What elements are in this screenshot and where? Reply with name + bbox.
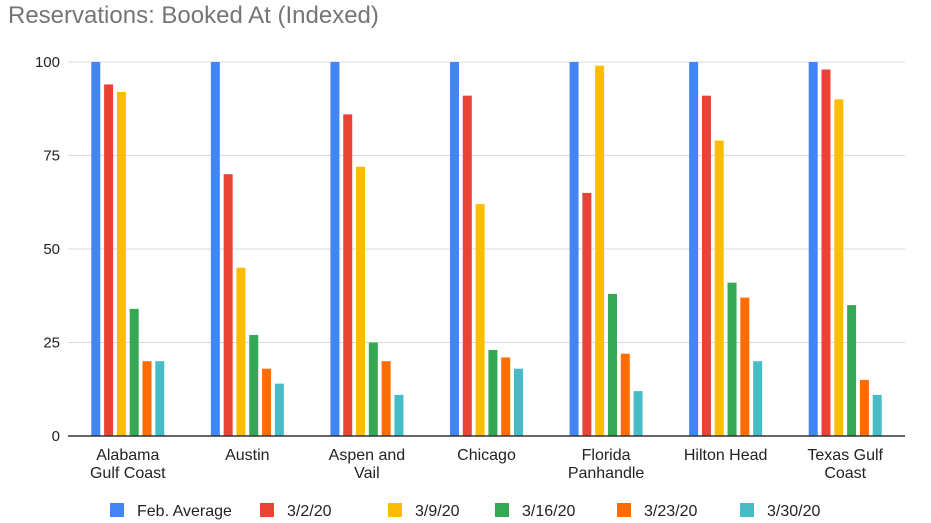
legend-swatch	[388, 503, 402, 517]
bar	[872, 394, 882, 436]
legend-swatch	[617, 503, 631, 517]
y-tick-label: 75	[43, 148, 60, 165]
chart-title: Reservations: Booked At (Indexed)	[8, 2, 379, 29]
bar	[356, 166, 366, 436]
bar	[727, 282, 737, 436]
category-label: Alabama Gulf Coast	[90, 447, 166, 482]
category-label: Florida Panhandle	[568, 447, 645, 482]
bar	[343, 114, 353, 437]
y-tick-label: 100	[35, 54, 60, 71]
bar	[633, 391, 643, 436]
bar	[847, 305, 857, 436]
bar	[753, 361, 763, 436]
bar	[104, 84, 114, 436]
legend-item: 3/9/20	[388, 503, 460, 520]
bar	[689, 62, 699, 436]
y-tick-label: 25	[43, 335, 60, 352]
gridlines	[68, 61, 905, 343]
bar	[381, 361, 391, 436]
bar	[91, 62, 101, 436]
legend-swatch	[495, 503, 509, 517]
bar	[330, 62, 340, 436]
y-tick-label: 50	[43, 241, 60, 258]
bar	[488, 349, 498, 436]
legend-item: 3/2/20	[260, 503, 332, 520]
bar	[129, 308, 139, 436]
bar	[368, 342, 378, 436]
bar	[462, 95, 472, 436]
bars	[91, 62, 882, 437]
bar	[714, 140, 724, 437]
bar	[821, 69, 831, 436]
bar	[808, 62, 818, 436]
category-label: Hilton Head	[684, 447, 768, 464]
legend: Feb. Average 3/2/20 3/9/20 3/16/20 3/23/20 3/…	[110, 503, 820, 520]
y-axis-ticks: 0 25 50 75 100	[35, 54, 60, 445]
bar	[394, 394, 404, 436]
bar	[701, 95, 711, 436]
legend-swatch	[740, 503, 754, 517]
bar	[607, 293, 617, 436]
bar	[262, 368, 272, 436]
category-labels: Alabama Gulf Coast Austin Aspen and Vail Chic…	[90, 447, 884, 482]
legend-item: 3/23/20	[617, 503, 697, 520]
bar	[501, 357, 511, 436]
legend-item: 3/30/20	[740, 503, 820, 520]
category-label: Austin	[225, 447, 269, 464]
y-tick-label: 0	[52, 428, 60, 445]
bar	[274, 383, 284, 436]
legend-item: Feb. Average	[110, 503, 232, 520]
bar	[620, 353, 630, 436]
bar	[155, 361, 165, 436]
bar	[740, 297, 750, 436]
legend-label: 3/23/20	[644, 503, 697, 520]
legend-swatch	[110, 503, 124, 517]
category-label: Texas Gulf Coast	[807, 447, 883, 482]
bar	[569, 62, 579, 436]
bar	[595, 65, 605, 437]
bar	[223, 174, 233, 436]
category-label: Chicago	[457, 447, 516, 464]
bar	[236, 267, 246, 436]
legend-label: Feb. Average	[137, 503, 232, 520]
category-label: Aspen and Vail	[329, 447, 406, 482]
bar	[859, 379, 869, 436]
bar	[475, 204, 485, 436]
legend-label: 3/2/20	[287, 503, 332, 520]
bar	[450, 62, 459, 436]
bar	[116, 91, 126, 437]
bar	[582, 192, 592, 436]
legend-label: 3/16/20	[522, 503, 575, 520]
bar	[249, 335, 259, 436]
bar	[514, 368, 523, 436]
bar	[834, 99, 844, 437]
bar	[142, 361, 152, 436]
legend-label: 3/9/20	[415, 503, 460, 520]
legend-label: 3/30/20	[767, 503, 820, 520]
legend-swatch	[260, 503, 274, 517]
bar	[210, 62, 220, 436]
legend-item: 3/16/20	[495, 503, 575, 520]
